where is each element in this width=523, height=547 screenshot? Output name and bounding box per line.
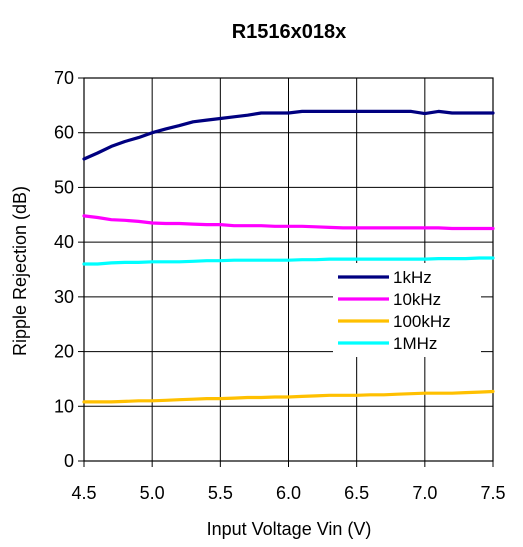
series-line-1khz: [82, 109, 495, 161]
y-tick-label: 30: [54, 287, 74, 307]
legend-label-1khz: 1kHz: [393, 268, 432, 287]
x-tick-label: 5.0: [140, 483, 165, 503]
series-line-100khz: [82, 389, 495, 404]
y-tick-label: 50: [54, 177, 74, 197]
y-tick-label: 20: [54, 342, 74, 362]
series-line-10khz: [82, 214, 495, 231]
x-tick-label: 5.5: [208, 483, 233, 503]
y-tick-label: 60: [54, 123, 74, 143]
chart-title: R1516x018x: [232, 21, 347, 43]
x-axis-ticks: 4.5 5.0 5.5 6.0 6.5 7.0 7.5: [71, 461, 506, 503]
series-line-1mhz: [82, 256, 495, 266]
y-tick-label: 70: [54, 68, 74, 88]
y-tick-label: 40: [54, 232, 74, 252]
y-tick-label: 10: [54, 396, 74, 416]
x-tick-label: 7.5: [480, 483, 505, 503]
y-tick-label: 0: [64, 451, 74, 471]
legend-label-1mhz: 1MHz: [393, 334, 437, 353]
legend-background: [333, 263, 481, 357]
legend: 1kHz 10kHz 100kHz 1MHz: [333, 263, 481, 357]
y-axis-label: Ripple Rejection (dB): [10, 186, 30, 356]
x-tick-label: 4.5: [71, 483, 96, 503]
x-tick-label: 6.0: [276, 483, 301, 503]
legend-label-10khz: 10kHz: [393, 290, 441, 309]
x-axis-label: Input Voltage Vin (V): [207, 519, 372, 539]
series-lines: [82, 109, 495, 404]
x-tick-label: 7.0: [412, 483, 437, 503]
x-tick-label: 6.5: [344, 483, 369, 503]
y-axis-ticks: 0 10 20 30 40 50 60 70: [54, 68, 84, 471]
legend-label-100khz: 100kHz: [393, 312, 451, 331]
